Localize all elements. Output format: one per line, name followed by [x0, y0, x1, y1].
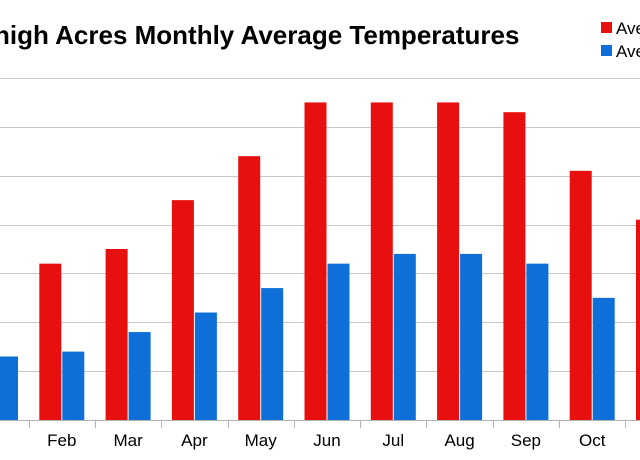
legend-swatch-series-2	[601, 45, 612, 56]
bar-series-2-aug	[460, 253, 483, 420]
bar-series-1-feb	[39, 263, 62, 420]
x-tick-label-feb: Feb	[47, 431, 76, 450]
bar-series-2-feb	[62, 351, 85, 420]
bar-series-1-aug	[437, 102, 460, 420]
bar-series-1-may	[238, 156, 261, 420]
chart-title: high Acres Monthly Average Temperatures	[0, 20, 519, 50]
bar-series-2-jul	[393, 253, 416, 420]
bar-series-1-mar	[105, 249, 128, 420]
bar-series-1-jul	[370, 102, 393, 420]
x-tick-label-jun: Jun	[313, 431, 340, 450]
x-tick-label-mar: Mar	[113, 431, 143, 450]
legend-label-series-1: Ave	[616, 19, 640, 38]
bar-series-2-sep	[526, 263, 549, 420]
x-tick-label-sep: Sep	[511, 431, 541, 450]
x-tick-label-aug: Aug	[444, 431, 474, 450]
x-tick-label-may: May	[245, 431, 278, 450]
bar-series-1-jun	[304, 102, 327, 420]
bars	[0, 102, 640, 420]
x-tick-label-oct: Oct	[579, 431, 606, 450]
bar-series-1-nov	[636, 219, 640, 420]
bar-series-1-apr	[171, 200, 194, 420]
x-tick-label-apr: Apr	[181, 431, 208, 450]
bar-series-2-may	[261, 288, 284, 420]
legend-swatch-series-1	[601, 22, 612, 33]
x-tick-label-jul: Jul	[382, 431, 404, 450]
bar-series-1-oct	[569, 170, 592, 420]
bar-series-2-oct	[592, 297, 615, 420]
bar-series-2-mar	[128, 332, 151, 420]
x-axis: FebMarAprMayJunJulAugSepOctN	[29, 420, 626, 450]
bar-series-2-apr	[194, 312, 217, 420]
bar-series-2-jan	[0, 356, 18, 420]
legend: Ave Ave	[601, 19, 640, 61]
bar-series-1-sep	[503, 112, 526, 420]
legend-label-series-2: Ave	[616, 42, 640, 61]
bar-series-2-jun	[327, 263, 350, 420]
